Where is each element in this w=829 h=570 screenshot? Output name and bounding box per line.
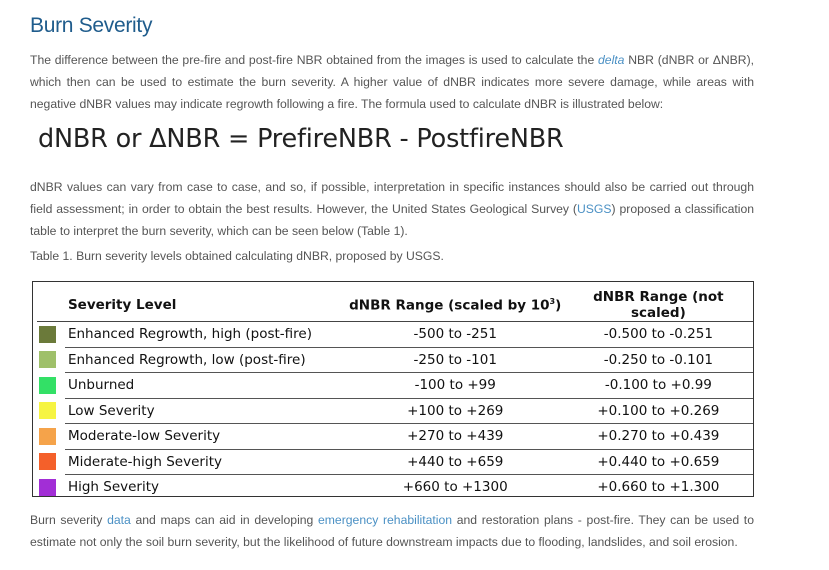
scaled-range-cell: -100 to +99 [346,372,564,399]
usgs-link[interactable]: USGS [577,202,612,216]
severity-color-swatch [39,427,56,445]
scaled-range-cell: +660 to +1300 [402,479,508,496]
page-title: Burn Severity [30,14,153,37]
usgs-paragraph: dNBR values can vary from case to case, … [30,176,754,242]
intro-paragraph: The difference between the pre-fire and … [30,49,754,115]
severity-color-cell [37,398,65,424]
data-link[interactable]: data [107,513,131,527]
closing-text-1: Burn severity [30,513,108,527]
not-scaled-range-cell: -0.500 to -0.251 [563,321,753,348]
swatch-header [37,289,65,322]
severity-level-cell: Miderate-high Severity [64,449,347,475]
table-row: Unburned -100 to +99 -0.100 to +0.99 [37,372,753,399]
severity-color-cell [37,373,65,399]
severity-level-cell: Enhanced Regrowth, low (post-fire) [64,347,347,373]
severity-table: Severity Level dNBR Range (scaled by 103… [37,289,753,500]
severity-level-cell: Low Severity [64,398,347,424]
table-header-row: Severity Level dNBR Range (scaled by 103… [37,289,753,322]
severity-color-cell [37,347,65,373]
not-scaled-range-cell: +0.100 to +0.269 [563,398,753,424]
table-row: Enhanced Regrowth, high (post-fire) -500 … [37,321,753,348]
not-scaled-range-cell: +0.660 to +1.300 [597,479,720,496]
closing-paragraph: Burn severity data and maps can aid in d… [30,509,754,553]
delta-link[interactable]: delta [598,53,625,67]
emergency-rehabilitation-link[interactable]: emergency rehabilitation [318,513,453,527]
severity-level-cell: Unburned [64,372,347,399]
intro-text-1: The difference between the pre-fire and … [30,53,599,67]
not-scaled-range-cell: +0.440 to +0.659 [563,449,753,475]
severity-color-swatch [39,453,56,471]
table-caption: Table 1. Burn severity levels obtained c… [30,249,444,263]
scaled-range-cell: +270 to +439 [346,423,564,450]
severity-table-image: Severity Level dNBR Range (scaled by 103… [32,281,754,497]
header-scaled-text: dNBR Range (scaled by 10 [349,297,550,314]
not-scaled-range-cell: -0.250 to -0.101 [563,347,753,373]
table-row: Moderate-low Severity +270 to +439 +0.270 … [37,423,753,450]
severity-color-swatch [39,376,56,394]
scaled-range-cell: -250 to -101 [346,347,564,373]
header-scaled-sup: 3 [549,296,556,306]
header-scaled-close: ) [555,297,562,314]
severity-color-cell [37,424,65,450]
header-not-scaled-range: dNBR Range (not scaled) [563,289,753,322]
header-scaled-range: dNBR Range (scaled by 103) [346,289,564,322]
usgs-text-2: ) proposed a classification table to int… [30,202,755,238]
severity-color-swatch [39,478,56,496]
scaled-range-cell: +100 to +269 [346,398,564,424]
closing-text-2: and maps can aid in developing [130,513,318,527]
severity-color-cell [37,322,65,348]
severity-level-cell: High Severity [67,479,160,496]
dnbr-formula: dNBR or ΔNBR = PrefireNBR - PostfireNBR [38,124,564,154]
table-row: Miderate-high Severity +440 to +659 +0.440… [37,449,753,475]
closing-text-3: and restoration plans - post-fire. They … [30,513,754,549]
not-scaled-range-cell: +0.270 to +0.439 [563,423,753,450]
severity-color-swatch [39,402,56,420]
severity-color-swatch [39,326,56,343]
severity-level-cell: Moderate-low Severity [64,423,347,450]
severity-color-cell [37,449,65,475]
not-scaled-range-cell: -0.100 to +0.99 [563,372,753,399]
scaled-range-cell: +440 to +659 [346,449,564,475]
table-row: High Severity +660 to +1300 +0.660 to +1.3… [37,475,753,500]
intro-text-2: NBR (dNBR or ΔNBR), which then can be us… [30,53,755,111]
table-body: Enhanced Regrowth, high (post-fire) -500 … [37,321,753,500]
severity-level-cell: Enhanced Regrowth, high (post-fire) [64,321,347,348]
usgs-text-1: dNBR values can vary from case to case, … [30,180,754,216]
header-severity-level: Severity Level [64,289,347,322]
severity-color-cell [37,475,65,500]
table-row: Low Severity +100 to +269 +0.100 to +0.269 [37,398,753,424]
scaled-range-cell: -500 to -251 [346,321,564,348]
table-row: Enhanced Regrowth, low (post-fire) -250 t… [37,347,753,373]
severity-color-swatch [39,351,56,369]
